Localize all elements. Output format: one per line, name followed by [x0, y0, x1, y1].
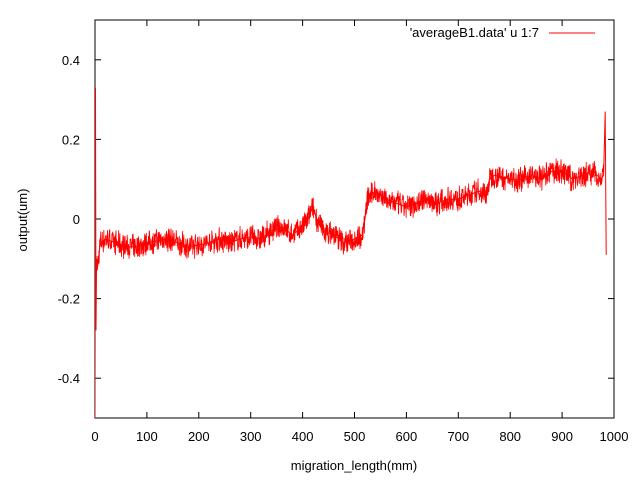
x-tick-label: 500 — [344, 429, 366, 444]
x-tick-label: 700 — [447, 429, 469, 444]
x-tick-label: 400 — [292, 429, 314, 444]
x-tick-label: 800 — [499, 429, 521, 444]
x-tick-label: 1000 — [600, 429, 629, 444]
y-tick-label: -0.2 — [58, 292, 80, 307]
y-tick-label: 0.4 — [62, 53, 80, 68]
x-tick-label: 100 — [136, 429, 158, 444]
x-tick-label: 0 — [91, 429, 98, 444]
x-tick-label: 900 — [551, 429, 573, 444]
series-noise — [96, 158, 605, 271]
y-tick-label: -0.4 — [58, 371, 80, 386]
x-tick-label: 200 — [188, 429, 210, 444]
plot-frame — [94, 19, 615, 419]
x-axis-label: migration_length(mm) — [291, 458, 417, 473]
series-line — [95, 87, 607, 418]
plot-frame-group — [94, 19, 615, 419]
y-tick-label: 0 — [73, 212, 80, 227]
legend-entry-label: 'averageB1.data' u 1:7 — [410, 25, 539, 40]
y-tick-label: 0.2 — [62, 132, 80, 147]
x-axis-ticks: 0 100 200 300 400 500 600 700 800 900 1000 — [91, 20, 628, 444]
x-tick-label: 600 — [396, 429, 418, 444]
legend: 'averageB1.data' u 1:7 — [410, 25, 595, 40]
x-tick-label: 300 — [240, 429, 262, 444]
series-group — [95, 87, 607, 418]
y-axis-label: output(um) — [15, 189, 30, 252]
y-axis-ticks: -0.4 -0.2 0 0.2 0.4 — [58, 53, 614, 386]
